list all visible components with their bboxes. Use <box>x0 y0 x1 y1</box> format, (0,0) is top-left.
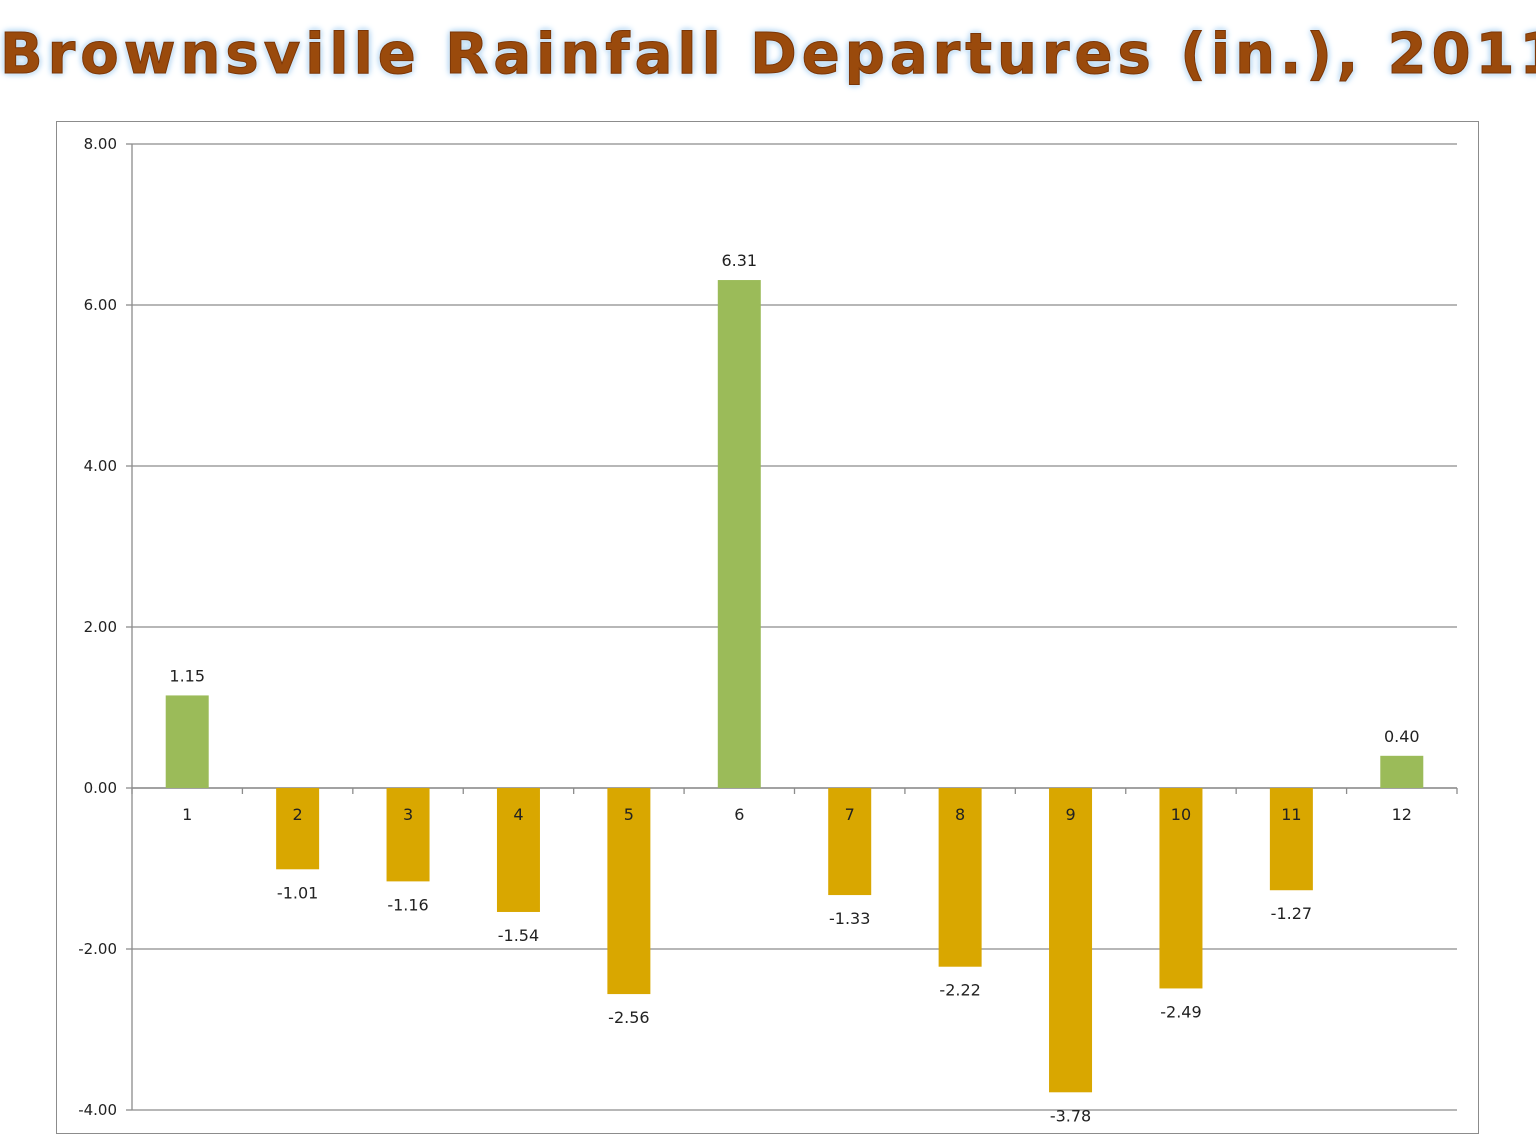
bar-month-8 <box>938 788 982 967</box>
x-category-label: 5 <box>624 805 634 824</box>
data-label: -2.22 <box>939 981 980 1000</box>
x-category-label: 12 <box>1392 805 1412 824</box>
y-tick-label: -2.00 <box>78 940 117 958</box>
data-label: 6.31 <box>721 251 757 270</box>
x-category-label: 9 <box>1065 805 1075 824</box>
chart-title: Brownsville Rainfall Departures (in.), 2… <box>0 22 1536 88</box>
x-category-label: 11 <box>1281 805 1301 824</box>
data-label: -1.01 <box>277 883 318 902</box>
bar-month-1 <box>165 695 209 788</box>
bar-month-12 <box>1380 755 1424 788</box>
data-label: 1.15 <box>169 666 205 685</box>
y-tick-label: 8.00 <box>84 135 117 153</box>
y-tick-label: 6.00 <box>84 296 117 314</box>
x-category-label: 2 <box>293 805 303 824</box>
data-label: -1.16 <box>387 895 428 914</box>
bars <box>165 280 1424 1093</box>
labels: 8.00 6.00 4.00 2.00 0.00 -2.00 -4.00 1 1.15 2 -1.0… <box>78 135 1419 1125</box>
gridlines <box>132 143 1457 1111</box>
x-category-label: 7 <box>845 805 855 824</box>
bar-month-5 <box>607 788 651 995</box>
y-tick-label: 4.00 <box>84 457 117 475</box>
x-category-label: 6 <box>734 805 744 824</box>
y-tick-label: -4.00 <box>78 1101 117 1119</box>
bar-month-3 <box>386 788 430 882</box>
y-tick-label: 2.00 <box>84 618 117 636</box>
bar-month-11 <box>1269 788 1313 891</box>
x-category-label: 1 <box>182 805 192 824</box>
bar-chart: 8.00 6.00 4.00 2.00 0.00 -2.00 -4.00 1 1.15 2 -1.0… <box>78 135 1458 1125</box>
data-label: -2.49 <box>1160 1002 1201 1021</box>
data-label: 0.40 <box>1384 727 1420 746</box>
bar-month-9 <box>1049 788 1093 1093</box>
x-category-label: 4 <box>513 805 523 824</box>
data-label: -1.54 <box>498 926 539 945</box>
data-label: -1.27 <box>1271 904 1312 923</box>
bar-month-2 <box>276 788 320 870</box>
chart-area: 8.00 6.00 4.00 2.00 0.00 -2.00 -4.00 1 1.15 2 -1.0… <box>56 121 1479 1134</box>
bar-month-6 <box>717 280 761 788</box>
y-tick-label: 0.00 <box>84 779 117 797</box>
data-label: -2.56 <box>608 1008 649 1027</box>
x-category-label: 8 <box>955 805 965 824</box>
bar-month-4 <box>496 788 540 912</box>
data-label: -3.78 <box>1050 1106 1091 1125</box>
x-category-label: 3 <box>403 805 413 824</box>
axes <box>126 143 1458 1111</box>
x-category-label: 10 <box>1171 805 1191 824</box>
data-label: -1.33 <box>829 909 870 928</box>
bar-month-7 <box>828 788 872 896</box>
bar-month-10 <box>1159 788 1203 989</box>
